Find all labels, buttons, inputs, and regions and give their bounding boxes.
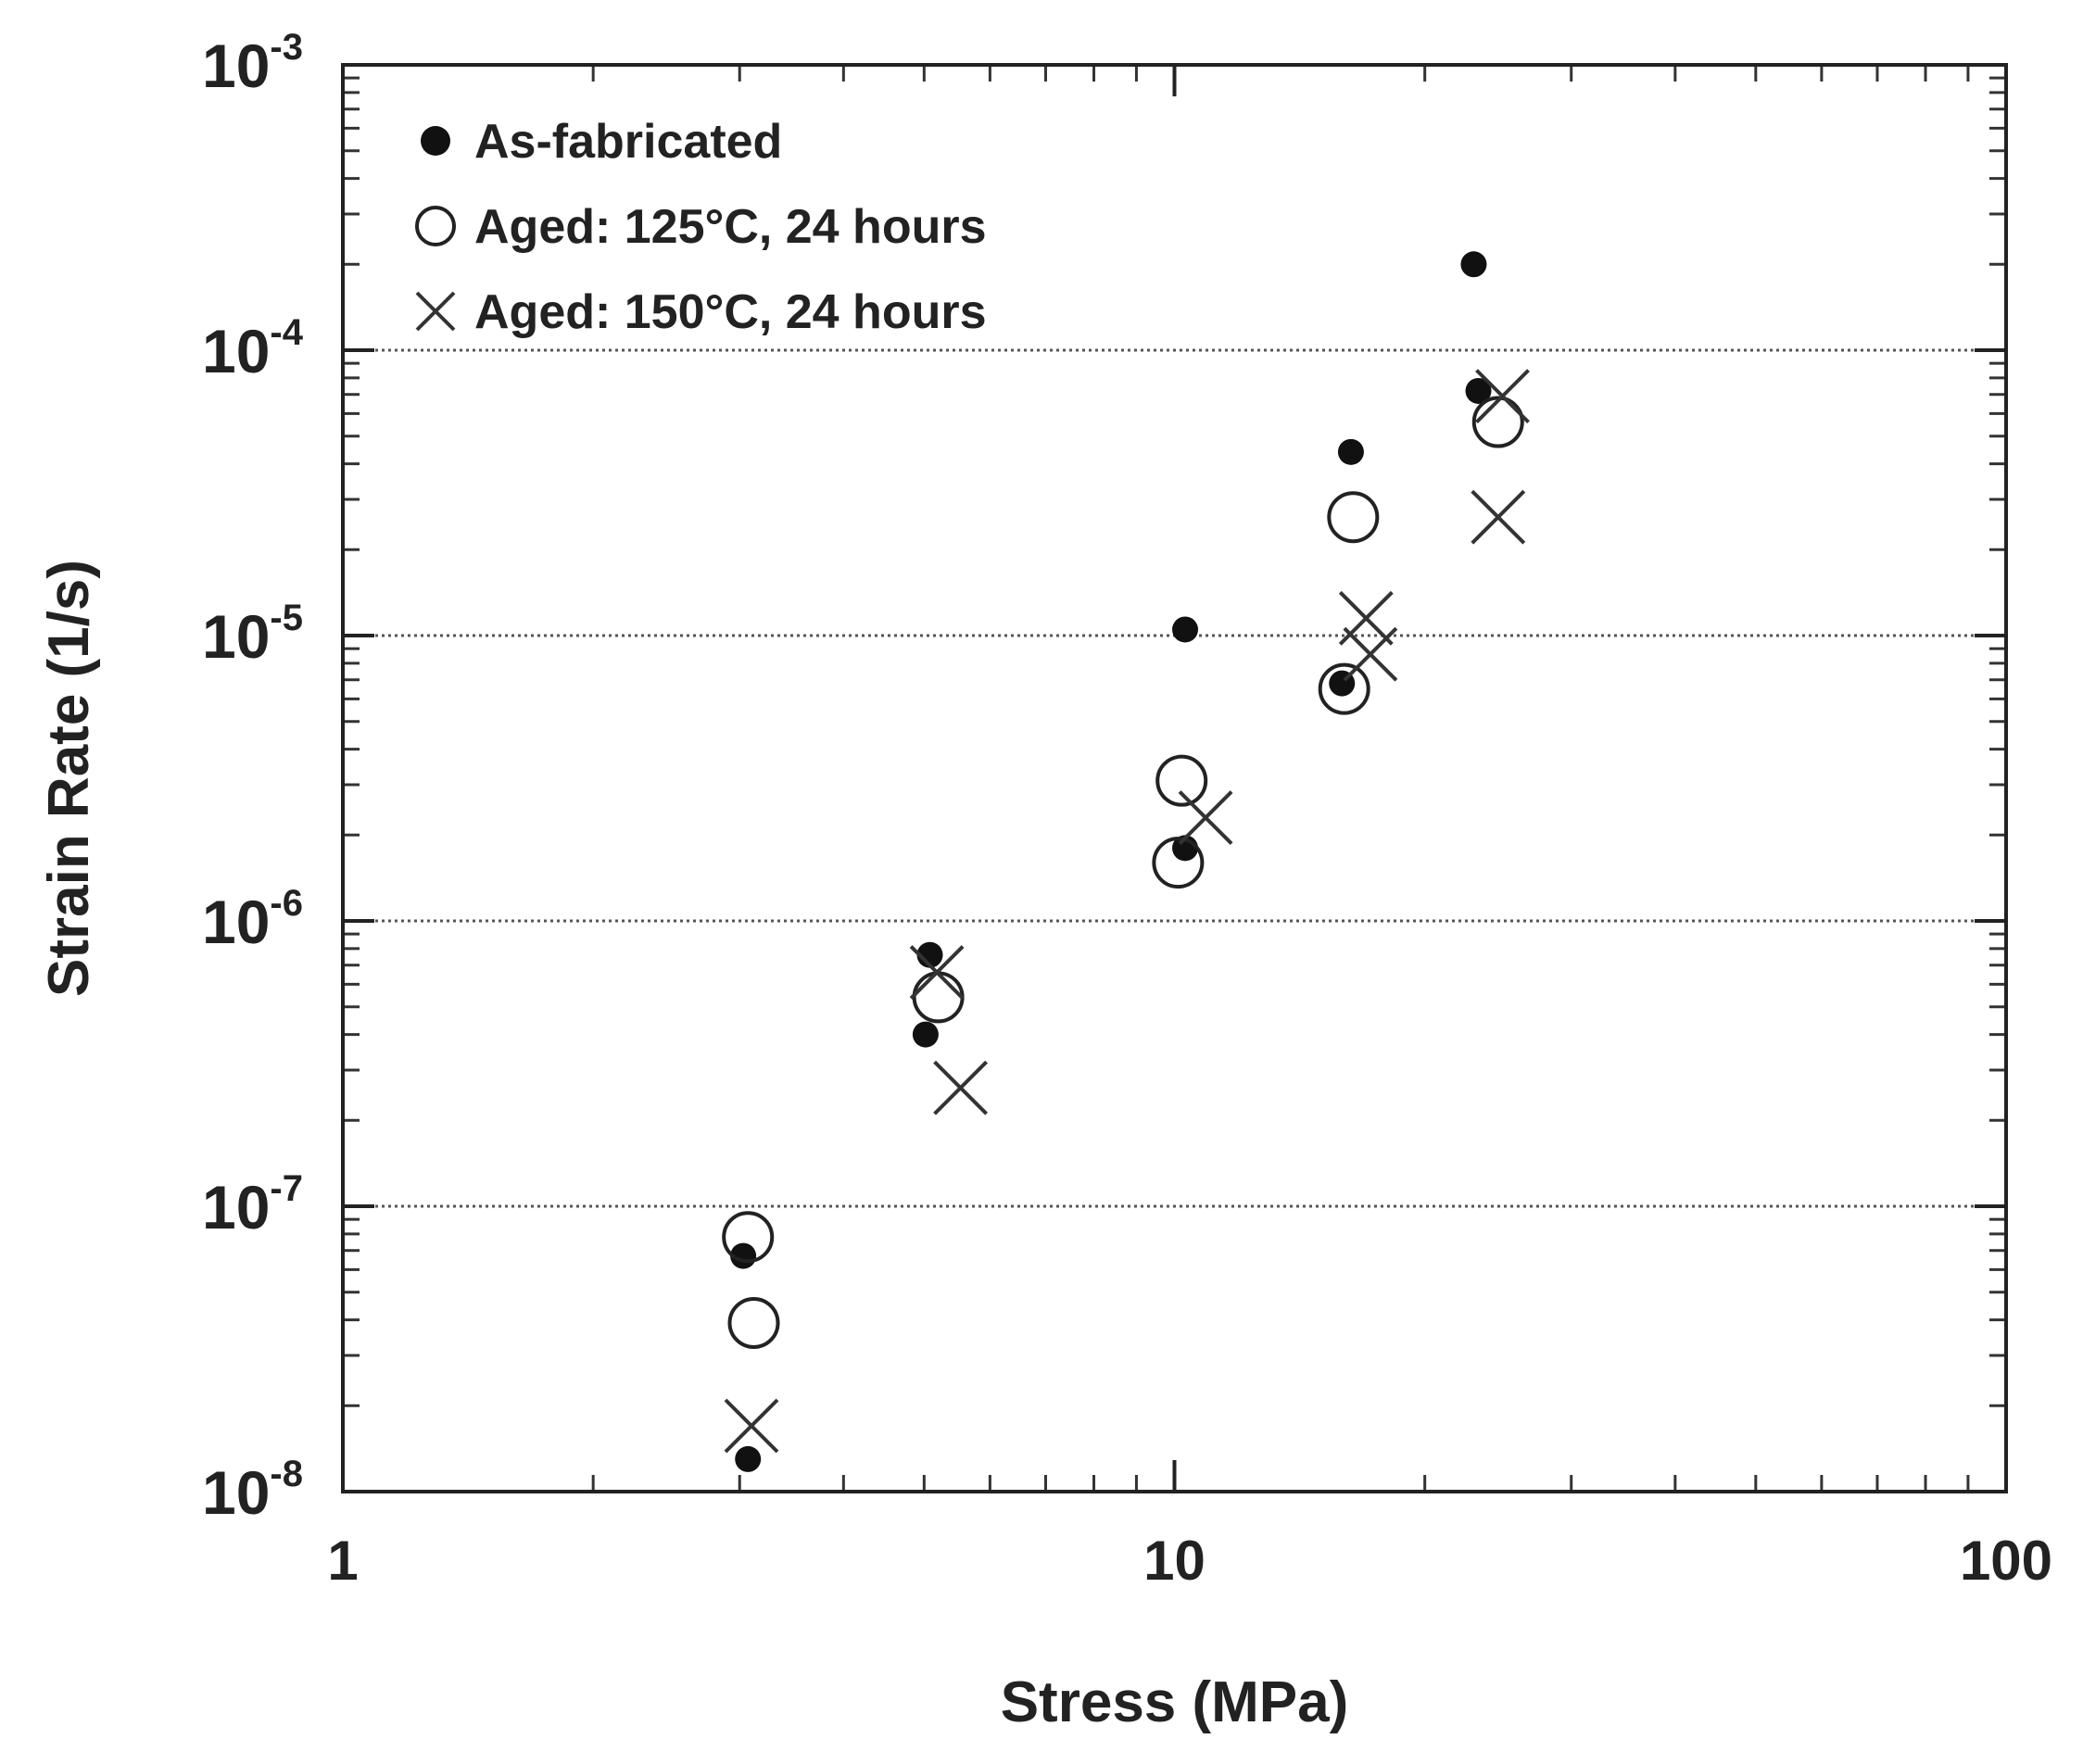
data-point-cross [1343,626,1398,682]
legend-entry-aged-125c: Aged: 125°C, 24 hours [415,200,987,254]
data-point-filled-circle [1460,251,1487,278]
y-tick-label: 10-5 [202,598,303,671]
data-point-cross [933,1060,989,1115]
data-point-cross [909,945,965,1000]
cross-stroke [1471,489,1526,545]
cross-stroke [1178,790,1233,846]
legend: As-fabricated Aged: 125°C, 24 hours Aged… [415,115,987,339]
legend-label-aged-150c: Aged: 150°C, 24 hours [474,285,987,339]
x-tick-label: 1 [327,1530,358,1592]
data-point-open-circle [1152,837,1205,889]
data-point-open-circle [1318,662,1370,715]
data-point-open-circle [1471,396,1524,448]
y-tick-label: 10-3 [202,27,303,100]
cross-stroke [909,945,965,1000]
data-point-open-circle [727,1296,780,1349]
x-tick-label: 100 [1960,1530,2052,1592]
data-point-open-circle [1155,754,1208,807]
y-tick-label: 10-4 [202,312,304,385]
data-point-cross [1475,369,1530,424]
legend-label-as-fabricated: As-fabricated [474,115,782,169]
data-point-cross [1471,489,1526,545]
legend-entry-as-fabricated: As-fabricated [421,115,782,169]
y-tick-label: 10-7 [202,1168,303,1241]
x-axis-title: Stress (MPa) [1001,1670,1349,1734]
cross-stroke [415,291,456,332]
y-axis-title: Strain Rate (1/s) [37,560,101,997]
cross-stroke [1338,590,1394,646]
data-point-open-circle [722,1211,775,1264]
x-tick-label: 10 [1143,1530,1206,1592]
data-point-cross [1178,790,1233,846]
plot-area-frame [341,63,2008,1493]
data-point-open-circle [1327,491,1380,544]
y-axis-ticks: 10-8 10-7 10-6 10-5 10-4 10-3 [202,27,2006,1527]
minor-ticks [343,65,2006,1492]
cross-stroke [1343,626,1398,682]
data-point-filled-circle [912,1021,939,1048]
data-point-filled-circle [1465,377,1492,404]
data-point-filled-circle [735,1445,762,1472]
y-tick-label: 10-8 [202,1454,303,1527]
y-tick-label: 10-6 [202,883,303,956]
data-points [722,251,1530,1472]
legend-marker-open-circle [415,206,456,246]
cross-stroke [1475,369,1530,424]
legend-marker-filled-circle [421,126,450,156]
legend-label-aged-125c: Aged: 125°C, 24 hours [474,200,987,254]
legend-marker-cross [415,291,456,332]
cross-stroke [724,1398,779,1454]
data-point-filled-circle [1337,438,1364,465]
data-point-open-circle [912,971,965,1024]
data-point-cross [1338,590,1394,646]
x-axis-ticks: 1 10 100 [327,65,2052,1592]
gridlines [343,348,2006,1208]
cross-stroke [933,1060,989,1115]
data-point-cross [724,1398,779,1454]
data-point-filled-circle [1172,616,1199,643]
legend-entry-aged-150c: Aged: 150°C, 24 hours [415,285,987,339]
